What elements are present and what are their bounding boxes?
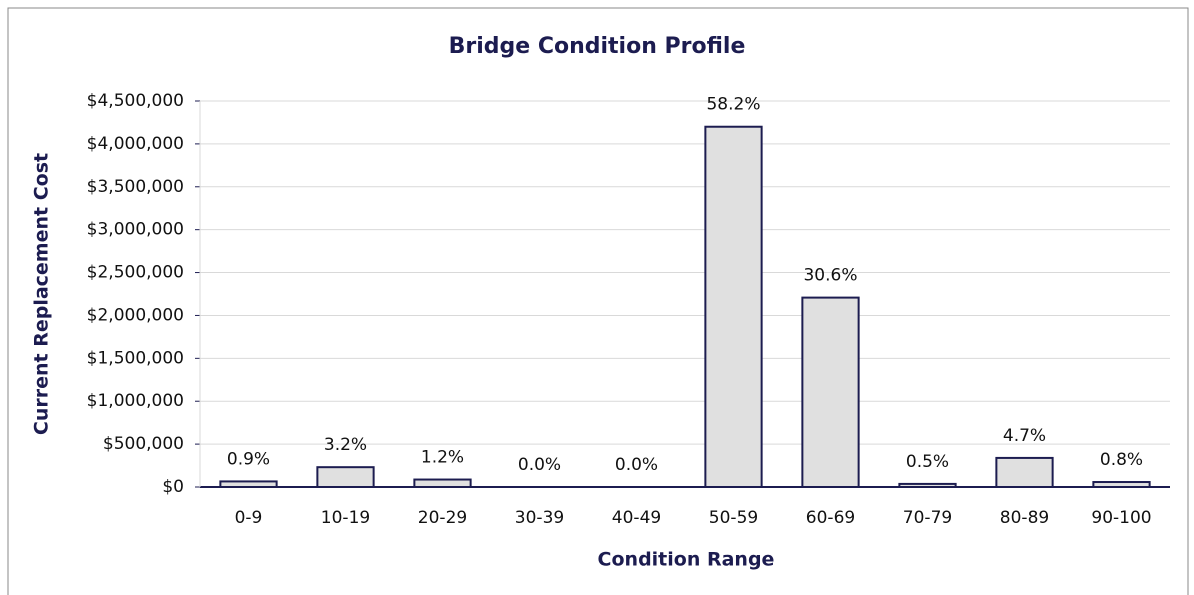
bar — [995, 456, 1054, 488]
data-label: 0.5% — [906, 452, 949, 472]
data-label: 4.7% — [1003, 426, 1046, 446]
y-tick-label: $1,000,000 — [87, 391, 184, 411]
y-tick-label: $4,500,000 — [87, 91, 184, 111]
y-tick-label: $1,500,000 — [87, 348, 184, 368]
x-tick-label: 70-79 — [903, 508, 952, 528]
y-tick-label: $0 — [162, 477, 184, 497]
y-tick-label: $2,500,000 — [87, 263, 184, 283]
bar — [704, 125, 763, 488]
x-tick-label: 10-19 — [321, 508, 370, 528]
x-tick-label: 50-59 — [709, 508, 758, 528]
bar — [801, 296, 860, 488]
data-label: 0.0% — [615, 455, 658, 475]
x-axis-title: Condition Range — [598, 549, 775, 571]
data-label: 0.9% — [227, 449, 270, 469]
x-tick-label: 80-89 — [1000, 508, 1049, 528]
bar — [316, 466, 375, 488]
y-tick-label: $2,000,000 — [87, 305, 184, 325]
data-label: 3.2% — [324, 435, 367, 455]
data-label: 30.6% — [803, 266, 857, 286]
data-label: 58.2% — [706, 95, 760, 115]
data-label: 1.2% — [421, 448, 464, 468]
y-tick-label: $4,000,000 — [87, 134, 184, 154]
y-tick-label: $3,500,000 — [87, 177, 184, 197]
y-axis-title: Current Replacement Cost — [31, 153, 53, 435]
bar — [413, 478, 472, 488]
x-tick-label: 20-29 — [418, 508, 467, 528]
data-label: 0.8% — [1100, 450, 1143, 470]
x-tick-label: 90-100 — [1091, 508, 1151, 528]
x-tick-label: 40-49 — [612, 508, 661, 528]
y-tick-label: $3,000,000 — [87, 220, 184, 240]
data-label: 0.0% — [518, 455, 561, 475]
x-tick-label: 30-39 — [515, 508, 564, 528]
y-tick-label: $500,000 — [103, 434, 184, 454]
chart-title: Bridge Condition Profile — [449, 34, 746, 59]
x-tick-label: 0-9 — [235, 508, 263, 528]
chart-frame — [7, 7, 1189, 595]
x-tick-label: 60-69 — [806, 508, 855, 528]
